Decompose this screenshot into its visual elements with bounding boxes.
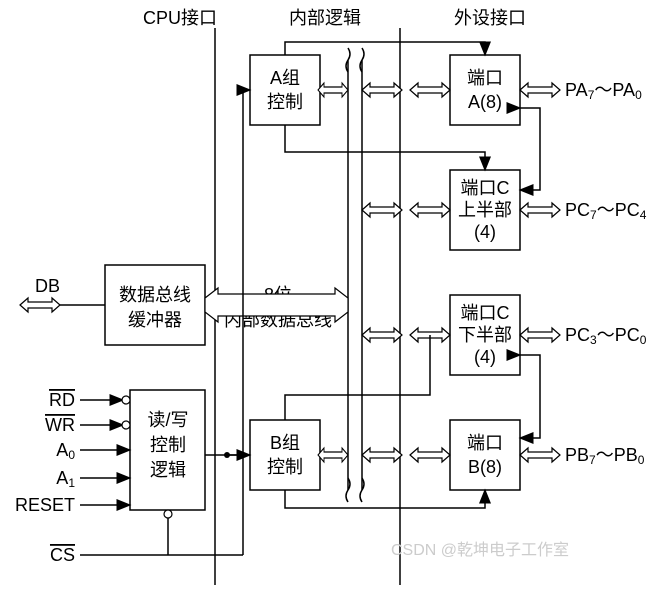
svg-text:缓冲器: 缓冲器 — [128, 310, 182, 330]
label-a0: A0 — [56, 440, 75, 462]
label-pb: PB7～PB0 — [565, 445, 645, 467]
arrow-db-ext — [20, 298, 60, 312]
block-b-group-control — [250, 420, 320, 490]
svg-text:数据总线: 数据总线 — [119, 285, 191, 305]
svg-text:下半部: 下半部 — [458, 325, 512, 345]
label-pa: PA7～PA0 — [565, 80, 642, 102]
block-port-a — [450, 55, 520, 125]
svg-text:B(8): B(8) — [468, 457, 502, 477]
link-pcl-pb — [520, 355, 540, 438]
arrow-bus-pcu-l — [362, 203, 402, 217]
svg-text:端口C: 端口C — [461, 178, 510, 198]
arrow-bus-portb-l — [362, 448, 402, 462]
arrow-porta-ext — [520, 83, 560, 97]
label-internal-logic: 内部逻辑 — [289, 8, 361, 28]
route-actrl-porta — [285, 42, 485, 55]
block-a-group-control — [250, 55, 320, 125]
link-pa-pcu — [520, 108, 540, 190]
watermark: CSDN @乾坤电子工作室 — [391, 541, 569, 559]
svg-text:上半部: 上半部 — [458, 200, 512, 220]
arrow-bus-pcu-r — [410, 203, 450, 217]
label-pc-lower: PC3～PC0 — [565, 325, 647, 347]
svg-text:(4): (4) — [474, 347, 496, 367]
label-db: DB — [35, 276, 60, 296]
block-diagram: CPU接口 内部逻辑 外设接口 A组 控制 端口 A(8) 端口C 上半部 (4… — [0, 0, 661, 596]
svg-text:端口C: 端口C — [461, 303, 510, 323]
route-bctrl-pcl-seg — [285, 335, 430, 420]
label-peripheral-interface: 外设接口 — [454, 8, 526, 28]
svg-text:控制: 控制 — [150, 435, 186, 455]
route-bctrl-portb — [285, 490, 485, 508]
svg-text:A组: A组 — [270, 68, 300, 88]
block-data-buffer — [105, 265, 205, 345]
svg-text:端口: 端口 — [467, 68, 503, 88]
negation-cs — [164, 510, 172, 518]
arrow-bus-porta-l — [362, 83, 402, 97]
label-pc-upper: PC7～PC4 — [565, 200, 647, 222]
label-cpu-interface: CPU接口 — [143, 8, 217, 28]
svg-text:(4): (4) — [474, 222, 496, 242]
negation-rd — [122, 396, 130, 404]
svg-text:控制: 控制 — [267, 92, 303, 112]
label-a1: A1 — [56, 468, 75, 490]
negation-wr — [122, 421, 130, 429]
arrow-bus-portb-r — [410, 448, 450, 462]
svg-text:A(8): A(8) — [468, 92, 502, 112]
route-ctrl-to-a — [227, 90, 250, 455]
block-port-b — [450, 420, 520, 490]
label-cs: CS — [50, 545, 75, 565]
arrow-actrl-bus — [318, 83, 348, 97]
route-actrl-pcu — [285, 125, 485, 170]
label-rd: RD — [49, 390, 75, 410]
svg-text:端口: 端口 — [467, 433, 503, 453]
svg-text:读/写: 读/写 — [147, 410, 188, 430]
arrow-bus-porta-r — [410, 83, 450, 97]
label-wr: WR — [45, 415, 75, 435]
arrow-pcu-ext — [520, 203, 560, 217]
arrow-bus-pcl-l — [362, 328, 402, 342]
arrow-pcl-ext — [520, 328, 560, 342]
svg-text:控制: 控制 — [267, 457, 303, 477]
arrow-bctrl-bus — [318, 448, 348, 462]
svg-text:B组: B组 — [270, 433, 300, 453]
label-reset: RESET — [15, 495, 75, 515]
svg-text:逻辑: 逻辑 — [150, 460, 186, 480]
arrow-portb-ext — [520, 448, 560, 462]
